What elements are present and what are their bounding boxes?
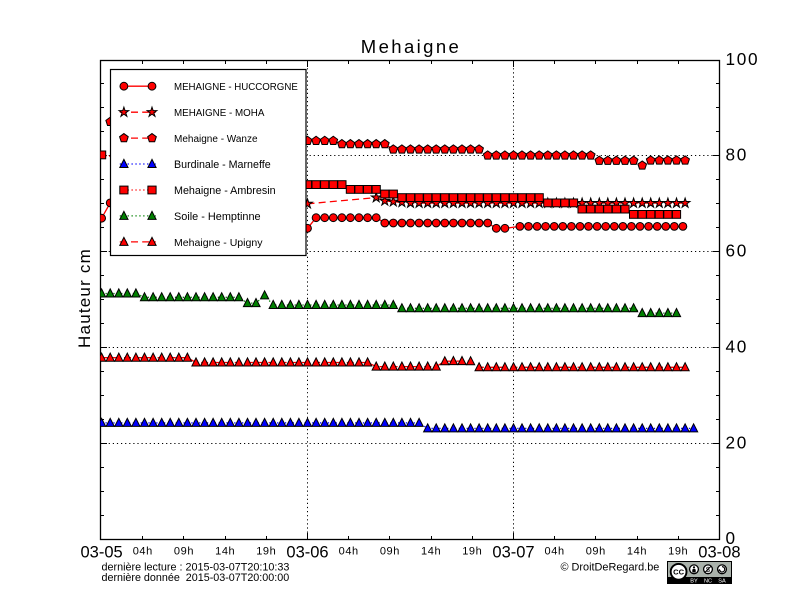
svg-text:09h: 09h <box>174 546 194 558</box>
svg-text:Mehaigne - Upigny: Mehaigne - Upigny <box>174 237 263 249</box>
svg-text:19h: 19h <box>462 546 482 558</box>
svg-text:19h: 19h <box>256 546 276 558</box>
svg-text:Mehaigne: Mehaigne <box>361 36 461 57</box>
svg-text:03-05: 03-05 <box>80 544 122 562</box>
svg-text:19h: 19h <box>668 546 688 558</box>
svg-text:100: 100 <box>726 49 760 69</box>
svg-text:09h: 09h <box>586 546 606 558</box>
svg-text:dernière lecture : 2015-03-07T: dernière lecture : 2015-03-07T20:10:33 <box>102 562 290 574</box>
svg-text:03-06: 03-06 <box>286 544 328 562</box>
svg-text:Mehaigne - Wanze: Mehaigne - Wanze <box>174 134 258 145</box>
svg-text:80: 80 <box>726 145 749 165</box>
svg-text:SA: SA <box>718 579 726 585</box>
svg-text:09h: 09h <box>380 546 400 558</box>
svg-text:40: 40 <box>726 336 749 356</box>
svg-text:14h: 14h <box>421 546 441 558</box>
svg-text:03-07: 03-07 <box>492 544 534 562</box>
svg-text:BY: BY <box>690 579 698 585</box>
svg-text:20: 20 <box>726 432 749 452</box>
svg-text:04h: 04h <box>133 546 153 558</box>
svg-text:MEHAIGNE - MOHA: MEHAIGNE - MOHA <box>174 108 265 119</box>
svg-text:MEHAIGNE - HUCCORGNE: MEHAIGNE - HUCCORGNE <box>174 82 298 93</box>
svg-text:Hauteur cm: Hauteur cm <box>75 248 94 348</box>
svg-text:0: 0 <box>726 528 737 548</box>
svg-text:14h: 14h <box>215 546 235 558</box>
svg-text:Burdinale - Marneffe: Burdinale - Marneffe <box>174 159 271 171</box>
svg-text:14h: 14h <box>627 546 647 558</box>
svg-text:04h: 04h <box>339 546 359 558</box>
svg-text:© DroitDeRegard.be: © DroitDeRegard.be <box>561 562 660 574</box>
svg-text:Soile - Hemptinne: Soile - Hemptinne <box>174 211 261 223</box>
svg-text:NC: NC <box>704 579 712 585</box>
svg-text:Mehaigne - Ambresin: Mehaigne - Ambresin <box>174 185 276 197</box>
svg-text:04h: 04h <box>545 546 565 558</box>
svg-text:dernière donnée 2015-03-07T20: dernière donnée 2015-03-07T20:00:00 <box>102 572 290 584</box>
svg-text:CC: CC <box>673 568 684 577</box>
svg-text:60: 60 <box>726 241 749 261</box>
svg-text:03-08: 03-08 <box>698 544 740 562</box>
